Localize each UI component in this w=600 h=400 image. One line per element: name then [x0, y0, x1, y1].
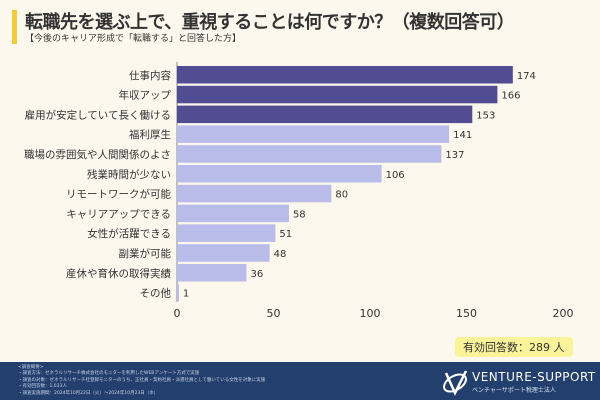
survey-note: ・有効回答数：1,033人 — [18, 384, 67, 390]
x-tick-label: 0 — [174, 307, 181, 320]
bar — [177, 145, 442, 163]
value-label: 137 — [445, 150, 464, 161]
category-label: 産休や育休の取得実績 — [66, 267, 171, 280]
x-tick-label: 50 — [267, 307, 281, 320]
category-label: 職場の雰囲気や人間関係のよさ — [24, 148, 171, 161]
bar — [177, 125, 450, 143]
company-logo: VENTURE-SUPPORT ベンチャーサポート税理士法人 — [440, 368, 595, 396]
value-label: 1 — [183, 289, 189, 300]
bar-chart: 仕事内容 174 年収アップ 166 雇用が安定していて長く働ける 153 福利厚生 141 職… — [24, 62, 574, 320]
category-label: その他 — [140, 287, 172, 300]
value-label: 166 — [501, 91, 520, 102]
category-label: リモートワークが可能 — [66, 188, 171, 201]
category-label: 仕事内容 — [129, 69, 171, 82]
page-subtitle: 【今後のキャリア形成で「転職する」と回答した方】 — [25, 34, 242, 44]
category-label: 残業時間が少ない — [87, 168, 171, 181]
bar — [177, 105, 473, 124]
logo-v-icon — [443, 370, 468, 396]
x-tick-label: 100 — [360, 307, 381, 320]
value-label: 80 — [335, 190, 348, 201]
value-label: 106 — [386, 170, 405, 181]
value-label: 36 — [250, 269, 263, 280]
category-label: 年収アップ — [119, 89, 172, 102]
value-label: 51 — [279, 229, 292, 240]
value-label: 141 — [453, 130, 472, 141]
survey-note: ・調査の対象：ゼネラルリサーチ社登録モニターのうち、正社員・契約社員・派遣社員と… — [18, 377, 266, 383]
category-label: キャリアアップできる — [66, 208, 171, 220]
value-label: 58 — [293, 209, 306, 220]
total-responses-badge: 有効回答数：289 人 — [455, 337, 573, 357]
value-label: 174 — [517, 71, 536, 82]
category-label: 副業が可能 — [119, 247, 172, 260]
bar — [177, 85, 498, 104]
survey-notes: <調査概要> ・調査方法：ゼネラルリサーチ株式会社のモニターを利用したWEBアン… — [18, 365, 265, 397]
title-accent-bar — [12, 10, 17, 44]
category-label: 女性が活躍できる — [87, 227, 171, 240]
logo-subtext: ベンチャーサポート税理士法人 — [472, 387, 556, 394]
x-tick-label: 200 — [553, 307, 574, 320]
bar — [177, 184, 332, 203]
category-label: 福利厚生 — [129, 128, 171, 141]
bar — [177, 224, 276, 242]
bar — [177, 283, 179, 302]
value-label: 48 — [274, 249, 287, 260]
bar — [177, 66, 513, 84]
footer: <調査概要> ・調査方法：ゼネラルリサーチ株式会社のモニターを利用したWEBアン… — [0, 362, 600, 400]
page-title: 転職先を選ぶ上で、重視することは何ですか？（複数回答可） — [25, 12, 515, 33]
bar — [177, 204, 289, 223]
bar — [177, 264, 247, 282]
logo-text: VENTURE-SUPPORT — [472, 370, 596, 384]
survey-note: <調査概要> — [18, 365, 44, 370]
x-tick-label: 150 — [456, 307, 477, 320]
bar — [177, 244, 270, 262]
survey-note: ・調査実施期間：2024年10月22日（火）～2024年10月23日（水） — [18, 390, 159, 396]
value-label: 153 — [476, 110, 495, 121]
category-label: 雇用が安定していて長く働ける — [25, 108, 171, 121]
survey-note: ・調査方法：ゼネラルリサーチ株式会社のモニターを利用したWEBアンケート方式で実… — [18, 371, 200, 377]
bar — [177, 165, 382, 183]
